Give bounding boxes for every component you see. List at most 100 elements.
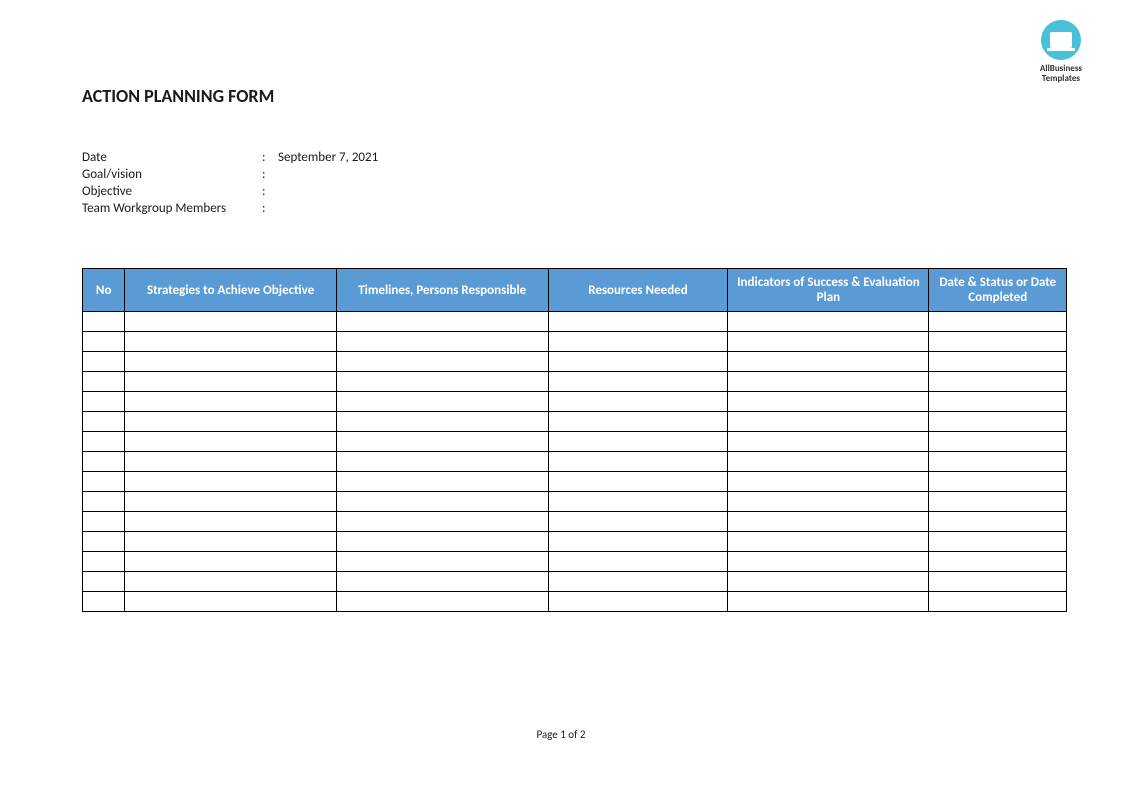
table-cell [548, 352, 728, 372]
table-cell [125, 472, 337, 492]
table-cell [929, 312, 1067, 332]
table-row [83, 452, 1067, 472]
table-cell [125, 332, 337, 352]
team-value [278, 201, 378, 216]
table-cell [929, 412, 1067, 432]
col-header-resources: Resources Needed [548, 269, 728, 312]
table-cell [83, 552, 125, 572]
table-cell [548, 372, 728, 392]
table-cell [929, 372, 1067, 392]
table-cell [728, 532, 929, 552]
table-cell [548, 412, 728, 432]
table-cell [728, 412, 929, 432]
table-cell [125, 592, 337, 612]
table-cell [548, 332, 728, 352]
table-cell [728, 472, 929, 492]
table-row [83, 592, 1067, 612]
action-table: No Strategies to Achieve Objective Timel… [82, 268, 1067, 612]
table-row [83, 472, 1067, 492]
table-cell [125, 492, 337, 512]
table-cell [548, 472, 728, 492]
objective-value [278, 184, 378, 199]
table-cell [83, 412, 125, 432]
col-header-status: Date & Status or Date Completed [929, 269, 1067, 312]
table-cell [83, 352, 125, 372]
page-footer: Page 1 of 2 [10, 728, 1112, 741]
logo-line2: Templates [1040, 74, 1082, 84]
table-cell [929, 572, 1067, 592]
date-label: Date [82, 150, 262, 165]
table-row [83, 372, 1067, 392]
table-cell [336, 512, 548, 532]
col-header-no: No [83, 269, 125, 312]
info-row-objective: Objective : [82, 184, 378, 199]
table-cell [83, 432, 125, 452]
table-cell [929, 512, 1067, 532]
table-cell [929, 332, 1067, 352]
table-cell [336, 412, 548, 432]
table-cell [125, 512, 337, 532]
table-row [83, 392, 1067, 412]
table-body [83, 312, 1067, 612]
table-cell [336, 552, 548, 572]
table-row [83, 312, 1067, 332]
table-cell [125, 372, 337, 392]
table-cell [83, 592, 125, 612]
table-row [83, 432, 1067, 452]
colon: : [262, 150, 278, 165]
table-cell [83, 312, 125, 332]
objective-label: Objective [82, 184, 262, 199]
table-row [83, 512, 1067, 532]
table-cell [548, 452, 728, 472]
table-cell [125, 552, 337, 572]
table-cell [336, 572, 548, 592]
table-cell [548, 312, 728, 332]
table-container: No Strategies to Achieve Objective Timel… [82, 268, 1067, 612]
table-row [83, 532, 1067, 552]
table-cell [548, 432, 728, 452]
table-header-row: No Strategies to Achieve Objective Timel… [83, 269, 1067, 312]
col-header-strategies: Strategies to Achieve Objective [125, 269, 337, 312]
table-cell [929, 472, 1067, 492]
table-row [83, 352, 1067, 372]
table-cell [728, 392, 929, 412]
table-cell [336, 452, 548, 472]
table-cell [336, 372, 548, 392]
table-cell [728, 352, 929, 372]
team-label: Team Workgroup Members [82, 201, 262, 216]
col-header-timelines: Timelines, Persons Responsible [336, 269, 548, 312]
table-cell [83, 572, 125, 592]
table-cell [83, 392, 125, 412]
table-cell [336, 312, 548, 332]
table-cell [125, 432, 337, 452]
info-row-team: Team Workgroup Members : [82, 201, 378, 216]
colon: : [262, 184, 278, 199]
table-row [83, 412, 1067, 432]
page-title: ACTION PLANNING FORM [82, 85, 274, 107]
page-number: Page 1 of 2 [536, 728, 585, 741]
table-row [83, 572, 1067, 592]
table-cell [125, 412, 337, 432]
table-cell [83, 372, 125, 392]
table-cell [125, 352, 337, 372]
goal-value [278, 167, 378, 182]
table-cell [125, 392, 337, 412]
table-cell [83, 472, 125, 492]
colon: : [262, 167, 278, 182]
info-row-date: Date : September 7, 2021 [82, 150, 378, 165]
table-cell [336, 332, 548, 352]
table-cell [336, 392, 548, 412]
table-cell [336, 492, 548, 512]
table-cell [728, 312, 929, 332]
table-cell [728, 592, 929, 612]
table-cell [125, 452, 337, 472]
logo-area: AllBusiness Templates [1040, 20, 1082, 84]
table-cell [929, 552, 1067, 572]
table-cell [929, 452, 1067, 472]
table-cell [728, 332, 929, 352]
table-cell [728, 432, 929, 452]
table-cell [728, 512, 929, 532]
table-cell [929, 352, 1067, 372]
table-row [83, 552, 1067, 572]
table-cell [83, 332, 125, 352]
